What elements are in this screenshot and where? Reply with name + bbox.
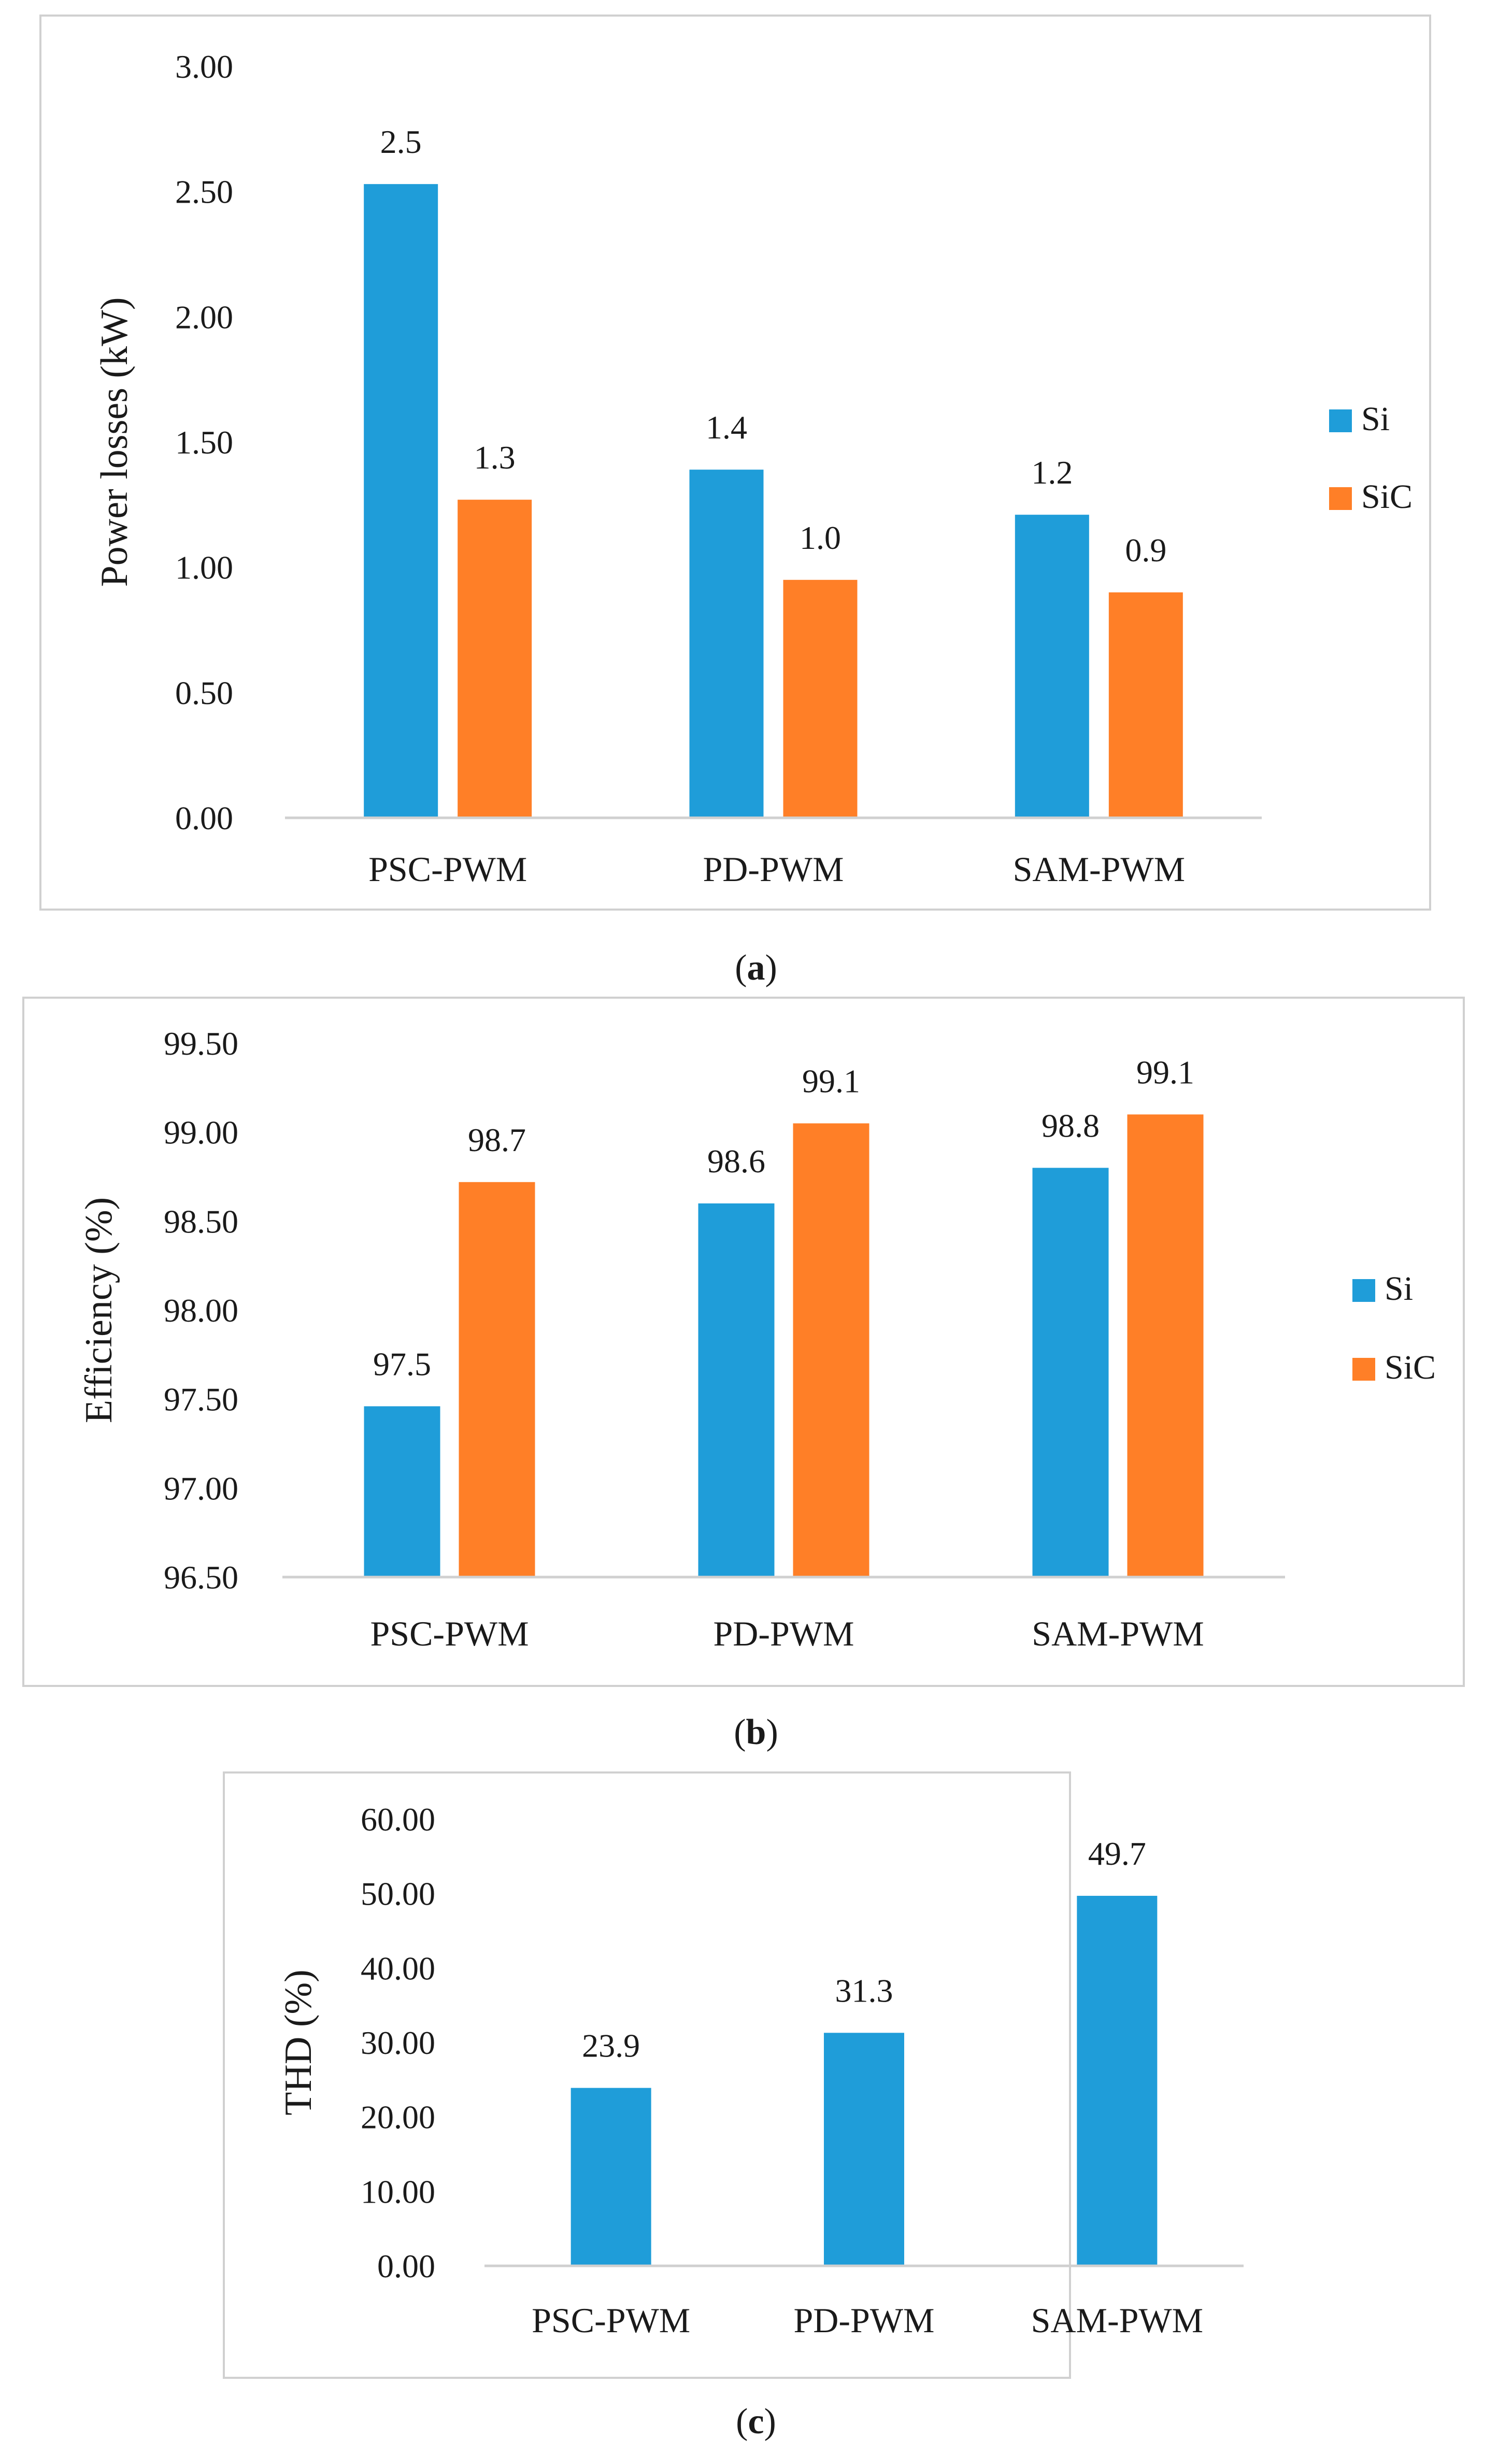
data-label: 97.5 — [373, 1345, 431, 1382]
bar-si — [364, 1406, 440, 1577]
legend-label: Si — [1385, 1270, 1413, 1308]
bar-si — [1015, 515, 1089, 818]
y-tick-label: 10.00 — [361, 2173, 435, 2210]
caption-open-paren: ( — [736, 2402, 748, 2442]
y-axis-label: THD (%) — [277, 1969, 320, 2116]
caption: (b) — [734, 1712, 778, 1752]
data-label: 1.4 — [706, 409, 747, 446]
x-category-label: PD-PWM — [793, 2301, 934, 2340]
y-tick-label: 96.50 — [164, 1559, 238, 1596]
data-label: 1.2 — [1031, 454, 1073, 491]
bar-si — [570, 2088, 651, 2266]
caption: (a) — [735, 948, 777, 988]
bar-si — [689, 470, 764, 818]
y-tick-label: 1.00 — [175, 549, 233, 586]
caption-letter: b — [746, 1712, 766, 1752]
data-label: 31.3 — [835, 1972, 893, 2009]
y-tick-label: 30.00 — [361, 2024, 435, 2061]
caption-open-paren: ( — [735, 948, 747, 988]
y-tick-label: 3.00 — [175, 48, 233, 85]
y-tick-label: 0.00 — [377, 2248, 435, 2285]
caption-letter: c — [748, 2402, 764, 2442]
data-label: 49.7 — [1088, 1835, 1146, 1872]
x-category-label: PSC-PWM — [532, 2301, 690, 2340]
y-tick-label: 50.00 — [361, 1876, 435, 1912]
y-tick-label: 2.50 — [175, 174, 233, 210]
y-tick-label: 0.00 — [175, 800, 233, 836]
y-tick-label: 99.00 — [164, 1114, 238, 1151]
data-label: 98.8 — [1042, 1107, 1100, 1144]
caption: (c) — [736, 2402, 776, 2442]
y-tick-label: 97.50 — [164, 1381, 238, 1418]
bar-sic — [793, 1123, 869, 1577]
bar-si — [364, 184, 438, 818]
y-tick-label: 0.50 — [175, 674, 233, 711]
legend-swatch-si — [1352, 1279, 1375, 1302]
caption-letter: a — [747, 948, 765, 988]
data-label: 99.1 — [1136, 1054, 1194, 1090]
chart-b: 96.50 97.00 97.50 98.00 98.50 99.00 99.50 Effic… — [22, 997, 1465, 1752]
y-tick-label: 60.00 — [361, 1801, 435, 1838]
caption-open-paren: ( — [734, 1712, 746, 1752]
x-category-label: SAM-PWM — [1013, 849, 1186, 889]
chart-a: 0.00 0.50 1.00 1.50 2.00 2.50 3.00 Power losses… — [39, 15, 1431, 988]
x-category-label: PSC-PWM — [368, 849, 527, 889]
chart-c: 0.00 10.00 20.00 30.00 40.00 50.00 60.00 THD (%… — [223, 1771, 1244, 2442]
data-label: 98.6 — [707, 1143, 765, 1180]
legend-swatch-sic — [1352, 1358, 1375, 1381]
x-category-label: PD-PWM — [713, 1614, 854, 1653]
x-category-label: PD-PWM — [703, 849, 844, 889]
data-label: 0.9 — [1125, 532, 1166, 569]
legend-label: Si — [1361, 400, 1390, 438]
bar-sic — [1108, 592, 1183, 818]
bar-sic — [458, 500, 532, 818]
caption-close-paren: ) — [764, 2402, 776, 2442]
data-label: 1.0 — [800, 519, 841, 556]
bar-si — [1077, 1895, 1158, 2266]
caption-close-paren: ) — [766, 1712, 778, 1752]
data-label: 98.7 — [468, 1122, 526, 1158]
y-tick-label: 97.00 — [164, 1470, 238, 1507]
legend-label: SiC — [1385, 1349, 1436, 1386]
data-label: 1.3 — [474, 439, 516, 476]
y-tick-label: 1.50 — [175, 424, 233, 461]
bar-sic — [459, 1182, 535, 1577]
data-label: 2.5 — [380, 123, 422, 160]
data-label: 99.1 — [802, 1063, 860, 1100]
bar-sic — [1127, 1114, 1204, 1577]
bar-si — [1032, 1168, 1109, 1577]
x-category-label: SAM-PWM — [1032, 1614, 1204, 1653]
chart-frame — [223, 1771, 1071, 2379]
y-axis-label: Efficiency (%) — [78, 1197, 120, 1423]
caption-close-paren: ) — [765, 948, 777, 988]
y-tick-label: 2.00 — [175, 299, 233, 335]
bar-sic — [783, 579, 858, 818]
y-tick-label: 40.00 — [361, 1950, 435, 1987]
x-category-label: PSC-PWM — [370, 1614, 529, 1653]
y-tick-label: 99.50 — [164, 1025, 238, 1062]
x-category-label: SAM-PWM — [1031, 2301, 1204, 2340]
y-tick-label: 98.50 — [164, 1203, 238, 1240]
data-label: 23.9 — [582, 2027, 640, 2064]
y-axis-label: Power losses (kW) — [93, 297, 136, 587]
legend-swatch-sic — [1329, 487, 1352, 510]
bar-si — [824, 2033, 904, 2266]
y-tick-label: 98.00 — [164, 1292, 238, 1329]
bar-si — [698, 1203, 775, 1577]
legend-swatch-si — [1329, 409, 1352, 432]
y-tick-label: 20.00 — [361, 2099, 435, 2136]
legend-label: SiC — [1361, 478, 1413, 516]
